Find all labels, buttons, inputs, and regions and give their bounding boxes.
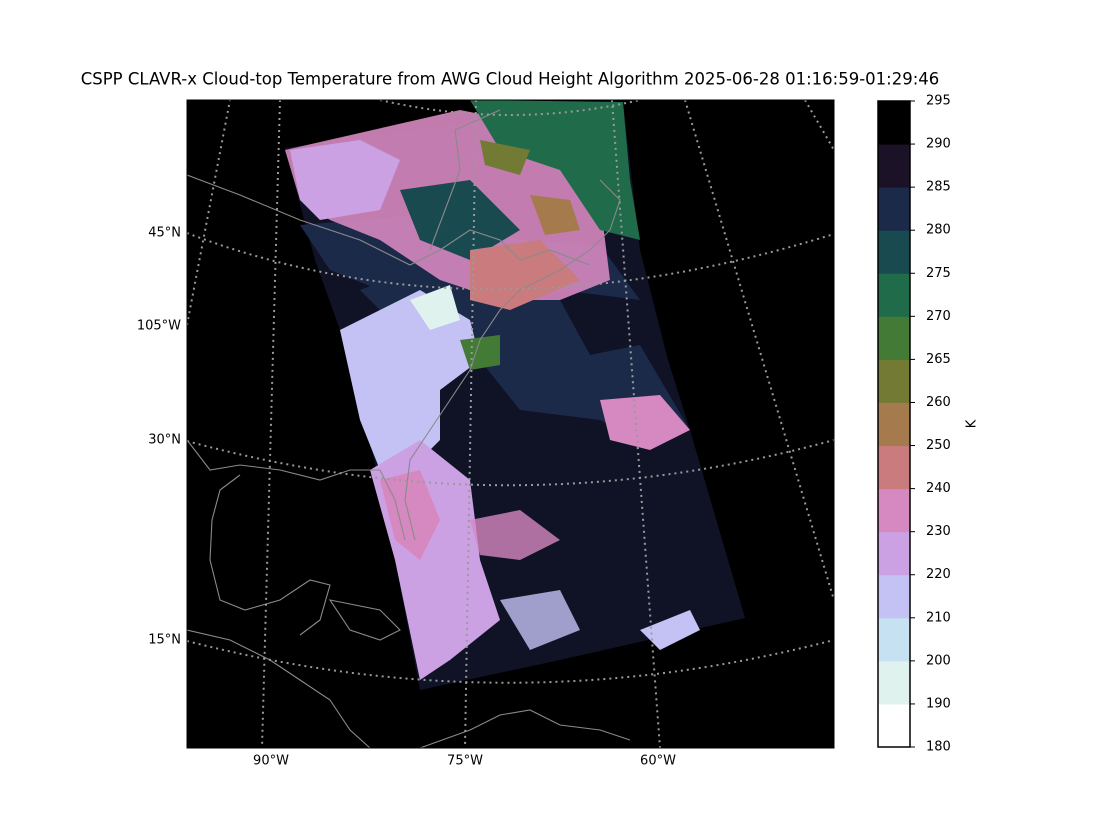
coastlines [187, 109, 631, 748]
colorbar-segment [878, 359, 910, 403]
colorbar-tick-label: 280 [926, 223, 951, 238]
colorbar-label: K [965, 419, 980, 428]
colorbar-segment [878, 316, 910, 360]
colorbar-segment [878, 660, 910, 705]
lat-label: 30°N [148, 433, 181, 448]
satellite-swath [285, 100, 745, 690]
colorbar-tick-label: 265 [926, 352, 951, 367]
colorbar-segment [878, 617, 910, 662]
lon-label: 75°W [447, 754, 483, 769]
lon-label: 105°W [137, 319, 181, 334]
colorbar: 180 190 200 210 220 230 240 250 260 265 270 275 280 2… [877, 94, 951, 755]
lon-label: 90°W [253, 754, 289, 769]
colorbar-tick-label: 240 [926, 481, 951, 496]
colorbar-tick-label: 285 [926, 180, 951, 195]
colorbar-tick-label: 190 [926, 696, 951, 711]
colorbar-segment [878, 703, 910, 748]
colorbar-segment [878, 445, 910, 490]
figure-title: CSPP CLAVR-x Cloud-top Temperature from … [81, 70, 940, 89]
colorbar-tick-label: 290 [926, 137, 951, 152]
colorbar-tick-label: 295 [926, 94, 951, 109]
colorbar-tick-label: 275 [926, 266, 951, 281]
colorbar-segment [878, 101, 910, 145]
colorbar-tick-label: 220 [926, 567, 951, 582]
colorbar-tick-label: 270 [926, 309, 951, 324]
map: 45°N 105°W 30°N 15°N 90°W 75°W 60°W [137, 99, 835, 769]
lat-label: 15°N [148, 633, 181, 648]
colorbar-segment [878, 187, 910, 231]
lon-label: 60°W [640, 754, 676, 769]
colorbar-frame [877, 100, 911, 748]
colorbar-segment [878, 488, 910, 533]
colorbar-segment [878, 273, 910, 317]
lat-label: 45°N [148, 226, 181, 241]
colorbar-tick-label: 180 [926, 740, 951, 755]
colorbar-tick-label: 260 [926, 395, 951, 410]
colorbar-tick-label: 200 [926, 653, 951, 668]
graticule [187, 100, 834, 748]
colorbar-segment [878, 574, 910, 619]
colorbar-segment [878, 402, 910, 447]
map-frame [186, 99, 835, 749]
colorbar-segment [878, 144, 910, 188]
colorbar-tick-label: 250 [926, 438, 951, 453]
colorbar-segment [878, 531, 910, 576]
colorbar-tick-label: 210 [926, 610, 951, 625]
colorbar-segment [878, 230, 910, 274]
colorbar-tick-label: 230 [926, 524, 951, 539]
